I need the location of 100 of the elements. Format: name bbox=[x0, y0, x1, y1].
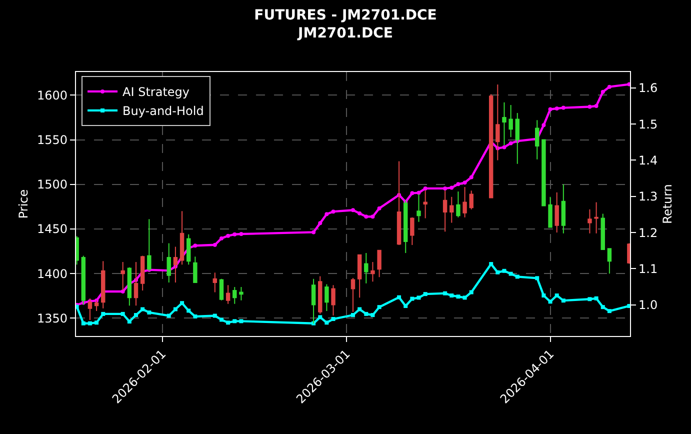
point bbox=[351, 313, 355, 318]
point bbox=[496, 270, 500, 274]
point bbox=[120, 290, 125, 294]
candlestick bbox=[350, 278, 356, 312]
point bbox=[456, 182, 460, 186]
y2-tick-label: 1.5 bbox=[638, 117, 658, 132]
point bbox=[193, 314, 198, 318]
y2-axis-title: Return bbox=[660, 184, 674, 224]
point bbox=[443, 186, 448, 190]
point bbox=[410, 191, 414, 196]
candlestick bbox=[594, 202, 598, 234]
point bbox=[193, 244, 198, 248]
point bbox=[607, 84, 612, 89]
point bbox=[548, 300, 552, 304]
point bbox=[489, 262, 494, 266]
point bbox=[535, 276, 540, 280]
point bbox=[81, 321, 86, 326]
y-tick-label: 1500 bbox=[36, 178, 68, 192]
candlestick bbox=[542, 139, 546, 206]
point bbox=[120, 312, 125, 316]
point bbox=[331, 317, 336, 321]
point bbox=[423, 186, 428, 190]
point bbox=[607, 309, 612, 314]
point bbox=[469, 175, 474, 180]
point bbox=[312, 230, 316, 234]
point bbox=[561, 298, 566, 303]
candlestick bbox=[561, 184, 566, 234]
point bbox=[173, 307, 178, 312]
point bbox=[416, 296, 421, 300]
candlestick bbox=[219, 278, 224, 301]
point bbox=[377, 305, 382, 310]
candlestick bbox=[239, 286, 244, 301]
candlestick bbox=[588, 208, 592, 234]
point bbox=[94, 320, 99, 325]
point bbox=[364, 214, 368, 219]
point bbox=[515, 274, 520, 279]
point bbox=[239, 319, 244, 324]
y-tick-label: 1550 bbox=[36, 132, 68, 147]
point bbox=[588, 297, 592, 302]
point bbox=[588, 104, 592, 109]
point bbox=[219, 236, 224, 240]
candlestick bbox=[554, 192, 559, 234]
candlestick bbox=[232, 286, 237, 304]
point bbox=[462, 180, 467, 185]
point bbox=[554, 106, 559, 111]
candlestick bbox=[226, 284, 230, 304]
chart-subtitle: JM2701.DCE bbox=[297, 26, 393, 42]
point bbox=[594, 296, 598, 300]
point bbox=[377, 206, 382, 210]
point bbox=[232, 319, 237, 324]
candlestick bbox=[442, 190, 448, 232]
point bbox=[324, 320, 329, 325]
candlestick bbox=[456, 191, 460, 218]
point bbox=[397, 295, 402, 300]
point bbox=[554, 294, 559, 298]
candlestick bbox=[450, 196, 454, 224]
point bbox=[594, 104, 598, 108]
y2-tick-label: 1.0 bbox=[638, 298, 658, 312]
candlestick bbox=[377, 250, 382, 278]
y2-tick-label: 1.2 bbox=[638, 226, 658, 240]
point bbox=[508, 141, 513, 146]
point bbox=[212, 242, 217, 247]
point bbox=[502, 268, 506, 273]
line-series bbox=[76, 262, 630, 326]
point bbox=[462, 296, 467, 300]
point bbox=[404, 304, 408, 308]
candlestick bbox=[212, 272, 218, 293]
legend-label: AI Strategy bbox=[122, 85, 190, 100]
y-tick-label: 1400 bbox=[36, 266, 68, 281]
candlestick bbox=[600, 213, 605, 250]
y-tick-label: 1600 bbox=[36, 88, 68, 102]
candlestick bbox=[193, 256, 198, 283]
point bbox=[351, 208, 355, 212]
y-tick-label: 1350 bbox=[36, 311, 68, 326]
point bbox=[186, 308, 191, 313]
legend-label: Buy-and-Hold bbox=[122, 104, 204, 118]
point bbox=[450, 186, 454, 190]
point bbox=[219, 318, 224, 322]
point bbox=[548, 107, 552, 112]
candlestick bbox=[318, 276, 322, 314]
candlestick bbox=[469, 190, 474, 210]
candlestick bbox=[607, 248, 612, 274]
point bbox=[147, 310, 152, 314]
point bbox=[561, 106, 566, 110]
point bbox=[370, 214, 375, 219]
point bbox=[324, 212, 329, 216]
point bbox=[232, 232, 237, 236]
candlestick bbox=[548, 196, 552, 228]
point bbox=[127, 320, 132, 324]
point bbox=[226, 320, 230, 325]
point bbox=[212, 314, 217, 318]
candlestick bbox=[508, 104, 513, 138]
point bbox=[166, 314, 171, 318]
point bbox=[443, 291, 448, 296]
point bbox=[180, 301, 184, 306]
point bbox=[423, 292, 428, 296]
candlestick bbox=[410, 216, 414, 246]
point bbox=[226, 234, 230, 238]
candlestick bbox=[423, 190, 428, 219]
point bbox=[318, 315, 322, 320]
